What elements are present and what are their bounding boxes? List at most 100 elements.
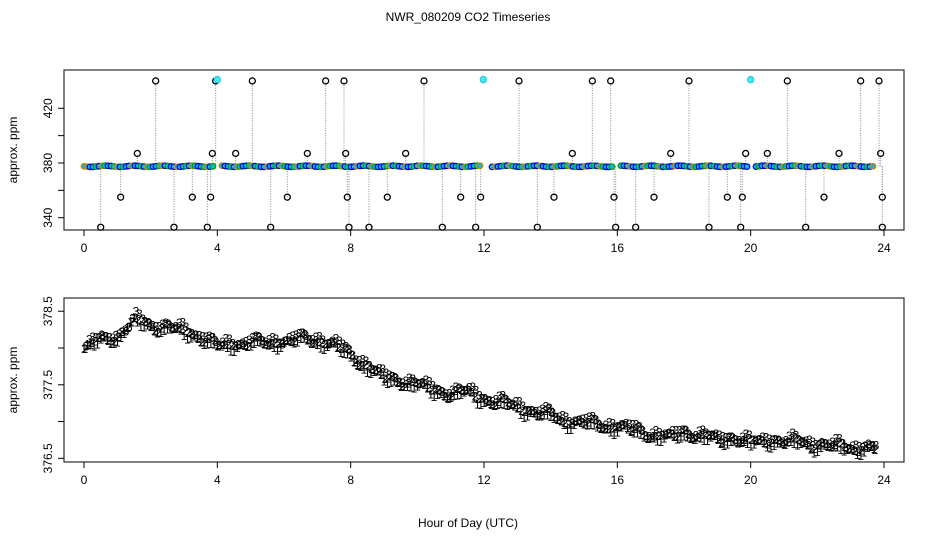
series-2-marker: 2 [595,417,602,431]
high-spike-point [152,77,160,85]
series-2-marker: 2 [192,328,199,342]
series-2-marker: 2 [668,428,675,442]
series-2-marker: 2 [552,410,559,424]
series-2-marker: 2 [548,405,555,419]
series-1-marker: 1 [574,414,581,428]
low-spike-point [188,193,196,201]
series-2-marker: 2 [448,390,455,404]
series-2-marker: 2 [685,427,692,441]
series-3-marker: 3 [226,332,233,346]
series-3-marker: 3 [439,385,446,399]
series-2-marker: 2 [202,336,209,350]
series-3-marker: 3 [839,436,846,450]
series-1-marker: 1 [287,334,294,348]
series-3-marker: 3 [329,334,336,348]
series-2-marker: 2 [185,326,192,340]
series-1-marker: 1 [321,343,328,357]
series-3-marker: 3 [346,343,353,357]
mid-spike-point [402,149,410,158]
series-3-marker: 3 [263,335,270,349]
series-3-marker: 3 [389,369,396,383]
series-3-marker: 3 [479,392,486,406]
series-1-marker: 1 [454,388,461,402]
series-3-marker: 3 [493,392,500,406]
series-2-marker: 2 [268,337,275,351]
top-plot-frame [63,69,905,231]
series-1-marker: 1 [844,443,851,457]
series-1-marker: 1 [211,338,218,352]
series-2-marker: 2 [368,362,375,376]
series-1-marker: 1 [374,364,381,378]
series-2-marker: 2 [102,329,109,343]
series-2-marker: 2 [582,418,589,432]
series-3-marker: 3 [449,383,456,397]
series-3-marker: 3 [629,418,636,432]
series-3-marker: 3 [636,419,643,433]
series-3-marker: 3 [506,397,513,411]
series-1-marker: 1 [281,336,288,350]
series-1-marker: 1 [234,341,241,355]
series-1-marker: 1 [801,436,808,450]
series-1-marker: 1 [447,391,454,405]
series-1-marker: 1 [647,431,654,445]
series-1-marker: 1 [411,381,418,395]
series-1-marker: 1 [97,332,104,346]
series-1-marker: 1 [567,423,574,437]
series-3-marker: 3 [416,377,423,391]
series-2-marker: 2 [128,316,135,330]
series-1-marker: 1 [101,331,108,345]
series-3-marker: 3 [313,330,320,344]
series-2-marker: 2 [345,342,352,356]
series-3-marker: 3 [319,333,326,347]
series-3-marker: 3 [559,408,566,422]
series-2-marker: 2 [292,334,299,348]
series-1-marker: 1 [501,398,508,412]
series-1-marker: 1 [487,397,494,411]
series-1-marker: 1 [91,339,98,353]
bottom-x-tick-label: 8 [347,473,354,487]
series-2-marker: 2 [412,375,419,389]
bottom-spike-point [472,223,480,231]
series-2-marker: 2 [555,413,562,427]
series-1-marker: 1 [527,406,534,420]
series-1-marker: 1 [331,335,338,349]
series-1-marker: 1 [484,395,491,409]
series-1-marker: 1 [711,429,718,443]
series-1-marker: 1 [661,432,668,446]
series-3-marker: 3 [199,330,206,344]
series-3-marker: 3 [813,437,820,451]
series-3-marker: 3 [176,316,183,330]
series-3-marker: 3 [736,434,743,448]
baseline-point [869,162,877,170]
series-3-marker: 3 [783,434,790,448]
series-2-marker: 2 [818,436,825,450]
series-3-marker: 3 [246,333,253,347]
series-3-marker: 3 [499,389,506,403]
series-3-marker: 3 [119,325,126,339]
series-2-marker: 2 [745,432,752,446]
series-2-marker: 2 [728,430,735,444]
series-1-marker: 1 [187,331,194,345]
series-1-marker: 1 [637,428,644,442]
series-2-marker: 2 [828,441,835,455]
series-1-marker: 1 [641,430,648,444]
series-3-marker: 3 [523,403,530,417]
series-1-marker: 1 [537,409,544,423]
series-2-marker: 2 [225,337,232,351]
high-spike-point [420,77,428,85]
series-3-marker: 3 [639,424,646,438]
series-2-marker: 2 [512,399,519,413]
series-2-marker: 2 [188,327,195,341]
series-3-marker: 3 [539,402,546,416]
series-3-marker: 3 [529,404,536,418]
series-3-marker: 3 [233,340,240,354]
series-2-marker: 2 [815,439,822,453]
series-1-marker: 1 [224,341,231,355]
series-2-marker: 2 [122,323,129,337]
series-1-marker: 1 [477,398,484,412]
series-3-marker: 3 [723,430,730,444]
series-1-marker: 1 [554,412,561,426]
series-3-marker: 3 [803,434,810,448]
series-3-marker: 3 [133,304,140,318]
series-2-marker: 2 [152,325,159,339]
